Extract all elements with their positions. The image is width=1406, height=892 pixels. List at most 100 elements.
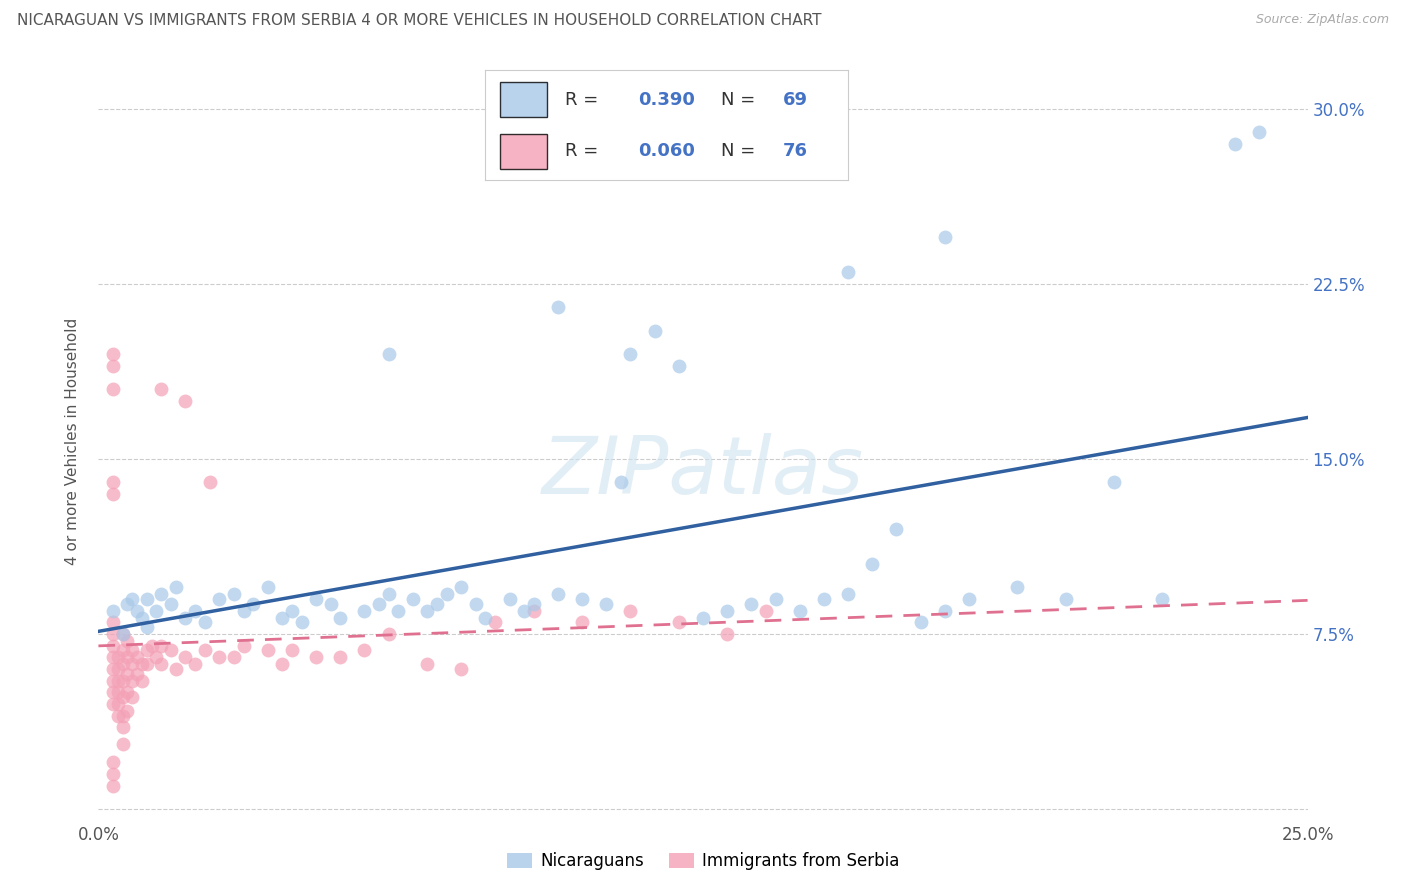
Point	[101, 767, 124, 781]
Point	[716, 627, 738, 641]
Point	[740, 597, 762, 611]
Point	[1054, 592, 1077, 607]
Point	[150, 382, 173, 396]
Point	[1223, 137, 1246, 152]
Point	[1249, 125, 1271, 139]
Point	[111, 627, 134, 641]
Point	[789, 604, 811, 618]
Text: Source: ZipAtlas.com: Source: ZipAtlas.com	[1256, 13, 1389, 27]
Point	[107, 662, 129, 676]
Point	[111, 708, 134, 723]
Point	[117, 650, 139, 665]
Point	[464, 597, 486, 611]
Point	[208, 650, 231, 665]
Point	[101, 779, 124, 793]
Point	[329, 650, 352, 665]
Point	[329, 610, 352, 624]
Point	[101, 475, 124, 490]
Point	[1007, 580, 1029, 594]
Point	[513, 604, 536, 618]
Point	[101, 487, 124, 501]
Point	[194, 615, 217, 630]
Point	[131, 657, 153, 672]
Point	[353, 604, 375, 618]
Point	[957, 592, 980, 607]
Point	[117, 704, 139, 718]
Point	[377, 347, 399, 361]
Point	[387, 604, 409, 618]
Point	[101, 359, 124, 373]
Point	[910, 615, 932, 630]
Point	[232, 639, 254, 653]
Point	[305, 592, 328, 607]
Point	[121, 657, 143, 672]
Point	[117, 634, 139, 648]
Point	[107, 650, 129, 665]
Point	[198, 475, 221, 490]
Point	[150, 657, 173, 672]
Point	[416, 657, 439, 672]
Point	[619, 604, 641, 618]
Point	[174, 650, 197, 665]
Point	[1152, 592, 1174, 607]
Point	[934, 230, 956, 244]
Point	[610, 475, 633, 490]
Point	[716, 604, 738, 618]
Point	[498, 592, 520, 607]
Point	[121, 643, 143, 657]
Point	[377, 627, 399, 641]
Point	[436, 587, 458, 601]
Point	[111, 673, 134, 688]
Point	[107, 697, 129, 711]
Point	[222, 587, 245, 601]
Point	[194, 643, 217, 657]
Point	[111, 657, 134, 672]
Point	[837, 587, 859, 601]
Point	[208, 592, 231, 607]
Point	[145, 650, 167, 665]
Point	[111, 737, 134, 751]
Point	[107, 673, 129, 688]
Point	[101, 685, 124, 699]
Point	[1102, 475, 1125, 490]
Point	[101, 382, 124, 396]
Point	[290, 615, 312, 630]
Point	[111, 643, 134, 657]
Point	[281, 643, 304, 657]
Point	[837, 265, 859, 279]
Point	[319, 597, 342, 611]
Text: ZIPatlas: ZIPatlas	[541, 433, 865, 511]
Point	[101, 615, 124, 630]
Point	[813, 592, 835, 607]
Point	[184, 604, 207, 618]
Point	[117, 666, 139, 681]
Point	[755, 604, 778, 618]
Point	[121, 690, 143, 704]
Point	[107, 685, 129, 699]
Point	[523, 604, 546, 618]
Point	[111, 690, 134, 704]
Point	[121, 673, 143, 688]
Point	[135, 592, 157, 607]
Point	[121, 592, 143, 607]
Point	[256, 643, 278, 657]
Point	[101, 650, 124, 665]
Point	[174, 393, 197, 408]
Point	[101, 347, 124, 361]
Point	[256, 580, 278, 594]
Point	[934, 604, 956, 618]
Point	[111, 627, 134, 641]
Point	[271, 610, 294, 624]
Point	[174, 610, 197, 624]
Point	[595, 597, 617, 611]
Point	[886, 522, 908, 536]
Point	[184, 657, 207, 672]
Point	[547, 587, 569, 601]
Point	[571, 615, 593, 630]
Point	[232, 604, 254, 618]
Point	[141, 639, 163, 653]
Point	[150, 639, 173, 653]
Point	[160, 643, 183, 657]
Point	[117, 685, 139, 699]
Point	[377, 587, 399, 601]
